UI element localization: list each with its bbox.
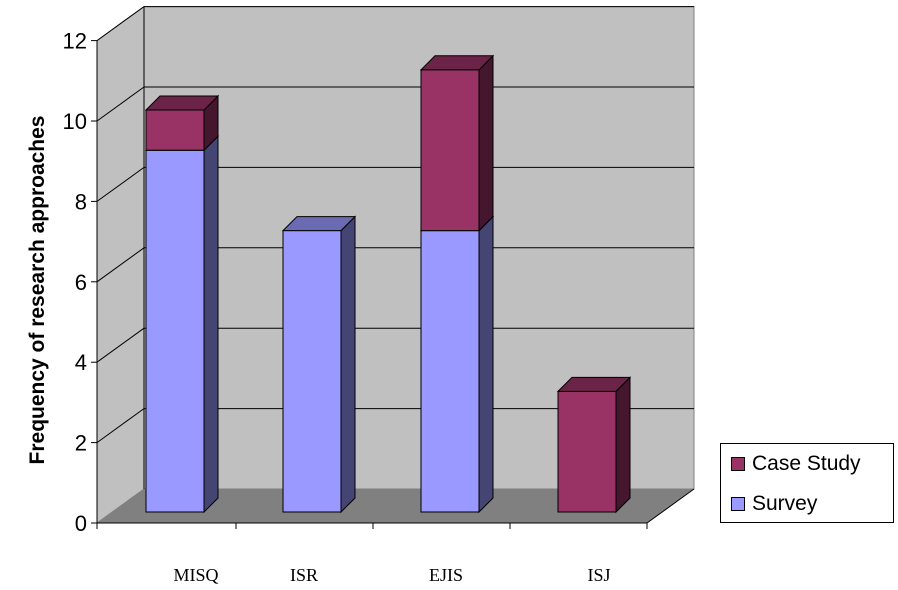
bar-segment xyxy=(144,134,220,514)
legend: Case Study Survey xyxy=(720,443,894,523)
legend-label-survey: Survey xyxy=(752,492,818,515)
floor xyxy=(97,489,694,523)
y-tick-label: 6 xyxy=(75,270,87,295)
legend-swatch-case-study xyxy=(731,457,745,471)
y-tick-label: 10 xyxy=(63,109,87,134)
bar-side xyxy=(615,376,631,514)
legend-label-case-study: Case Study xyxy=(752,452,861,475)
bar-front xyxy=(420,230,480,513)
y-tick-label: 8 xyxy=(75,189,87,214)
y-tick-label: 12 xyxy=(63,29,87,54)
x-tick-label: EJIS xyxy=(429,565,463,585)
y-tick-label: 2 xyxy=(75,431,87,456)
bar-top xyxy=(281,216,357,232)
bar-front xyxy=(145,109,205,151)
gridline-side xyxy=(96,327,145,363)
bar-front xyxy=(145,149,205,513)
gridline-side xyxy=(96,86,145,122)
x-tick-label: ISJ xyxy=(587,565,610,585)
bar-side xyxy=(478,215,494,514)
gridline-side xyxy=(96,247,145,283)
gridline-side xyxy=(96,6,145,42)
legend-swatch-survey xyxy=(731,497,745,511)
bar-top xyxy=(419,55,495,71)
bar-side xyxy=(203,134,219,514)
bar-front xyxy=(282,230,342,513)
bar-front xyxy=(557,390,617,513)
bar-side xyxy=(340,215,356,514)
x-tick-label: ISR xyxy=(290,565,318,585)
labels: 0 2 4 6 8 10 12 MISQ ISR EJIS ISJ Frequency of rese… xyxy=(26,29,611,585)
bar-side xyxy=(478,54,494,232)
legend-item-case-study: Case Study xyxy=(731,452,861,476)
gridlines xyxy=(96,6,694,444)
bar-segment xyxy=(419,215,495,514)
x-tick-label: MISQ xyxy=(173,565,218,585)
y-axis-title: Frequency of research approaches xyxy=(26,116,49,465)
y-tick-label: 4 xyxy=(75,350,87,375)
bar-segment xyxy=(281,215,357,514)
bar-segment xyxy=(144,94,220,152)
bar-segment xyxy=(419,54,495,232)
gridline-side xyxy=(96,166,145,202)
bars xyxy=(144,54,632,514)
y-tick-label: 0 xyxy=(75,511,87,536)
axes xyxy=(91,6,695,529)
gridline-side xyxy=(96,408,145,444)
bar-front xyxy=(420,69,480,232)
legend-item-survey: Survey xyxy=(731,492,817,516)
bar-top xyxy=(144,95,220,111)
bar-segment xyxy=(556,376,632,514)
bar-top xyxy=(556,376,632,392)
